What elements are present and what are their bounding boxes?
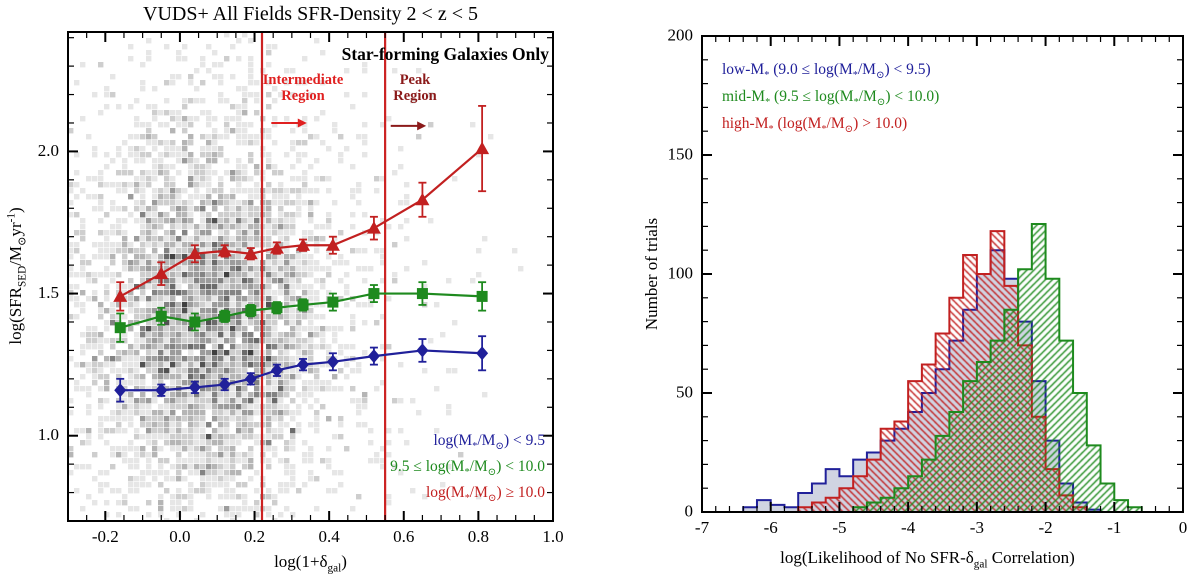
sfr-density-panel: VUDS+ All Fields SFR-Density 2 < z < 5 S… <box>0 0 590 584</box>
right-y-axis-label: Number of trials <box>642 217 661 331</box>
sample-note: Star-forming Galaxies Only <box>341 44 549 64</box>
left-plot-title: VUDS+ All Fields SFR-Density 2 < z < 5 <box>143 3 478 25</box>
legend-mid-mass: 9.5 ≤ log(M*/M⊙) < 10.0 <box>390 458 545 479</box>
peak-region-label: Peak Region <box>393 72 437 105</box>
legend-low-mass: log(M*/M⊙) < 9.5 <box>433 432 545 453</box>
likelihood-histogram-canvas <box>590 0 1200 584</box>
intermediate-region-label: Intermediate Region <box>262 72 344 105</box>
right-x-axis-label: log(Likelihood of No SFR-δgal Correlatio… <box>780 548 1075 571</box>
likelihood-histogram-panel: Number of trials log(Likelihood of No SF… <box>590 0 1200 584</box>
sfr-density-plot-canvas <box>0 0 590 584</box>
legend-high-mass-hist: high-M* (log(M*/M⊙) > 10.0) <box>722 115 908 136</box>
legend-low-mass-hist: low-M* (9.0 ≤ log(M*/M⊙) < 9.5) <box>722 61 931 82</box>
legend-mid-mass-hist: mid-M* (9.5 ≤ log(M*/M⊙) < 10.0) <box>722 88 940 109</box>
legend-high-mass: log(M*/M⊙) ≥ 10.0 <box>425 484 545 505</box>
left-y-axis-label: log(SFRSED/M⊙yr-1) <box>5 207 29 345</box>
left-x-axis-label: log(1+δgal) <box>274 552 347 575</box>
